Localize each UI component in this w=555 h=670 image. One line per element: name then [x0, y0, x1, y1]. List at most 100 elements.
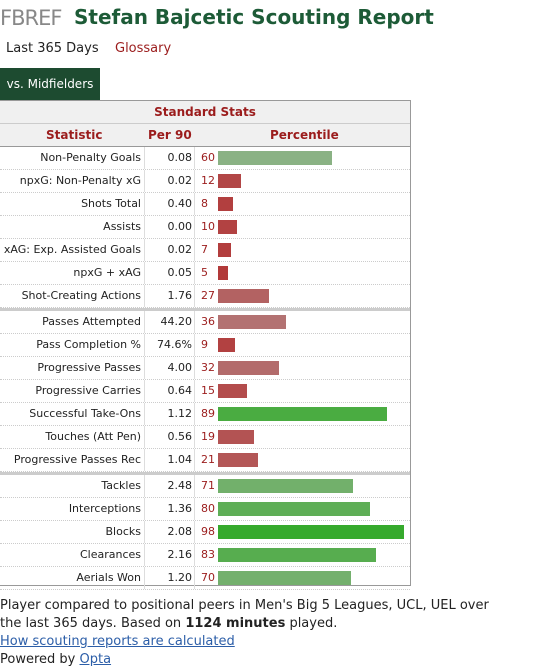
- stat-row: npxG + xAG 0.05 5: [0, 262, 410, 285]
- stat-name: Tackles: [101, 479, 141, 492]
- stat-row: xAG: Exp. Assisted Goals 0.02 7: [0, 239, 410, 262]
- stat-name: xAG: Exp. Assisted Goals: [3, 243, 141, 256]
- stat-name: Successful Take-Ons: [29, 407, 141, 420]
- stat-row: Shot-Creating Actions 1.76 27: [0, 285, 410, 308]
- percentile: 80: [194, 498, 219, 520]
- percentile-bar: [218, 289, 270, 303]
- stat-name: npxG + xAG: [73, 266, 141, 279]
- stat-name: Pass Completion %: [36, 338, 141, 351]
- percentile: 7: [194, 239, 219, 261]
- group-separator: [0, 472, 410, 475]
- percentile-bar: [218, 384, 247, 398]
- per90: 0.05: [144, 262, 192, 284]
- stat-name: Passes Attempted: [42, 315, 141, 328]
- footer: Player compared to positional peers in M…: [0, 597, 500, 669]
- stat-row: Blocks 2.08 98: [0, 521, 410, 544]
- percentile-bar: [218, 151, 332, 165]
- stat-row: npxG: Non-Penalty xG 0.02 12: [0, 170, 410, 193]
- percentile: 83: [194, 544, 219, 566]
- tab[interactable]: Glossary: [115, 41, 172, 56]
- stat-name: Shots Total: [81, 197, 141, 210]
- percentile-bar: [218, 453, 258, 467]
- per90: 0.40: [144, 193, 192, 215]
- powered: Powered by Opta: [0, 651, 500, 669]
- percentile: 60: [194, 147, 219, 169]
- note-minutes: 1124 minutes: [185, 616, 286, 631]
- percentile-bar: [218, 266, 228, 280]
- percentile: 5: [194, 262, 219, 284]
- percentile: 19: [194, 426, 219, 448]
- percentile-bar: [218, 243, 232, 257]
- per90: 0.02: [144, 170, 192, 192]
- percentile: 10: [194, 216, 219, 238]
- percentile-bar: [218, 525, 405, 539]
- stat-name: Interceptions: [68, 502, 141, 515]
- per90: 0.08: [144, 147, 192, 169]
- percentile-bar: [218, 502, 370, 516]
- per90: 1.76: [144, 285, 192, 307]
- percentile: 89: [194, 403, 219, 425]
- note-text: played.: [285, 616, 338, 631]
- logo[interactable]: FBREF: [0, 6, 62, 30]
- percentile: 15: [194, 380, 219, 402]
- stat-row: Successful Take-Ons 1.12 89: [0, 403, 410, 426]
- per90: 0.64: [144, 380, 192, 402]
- per90: 74.6%: [144, 334, 192, 356]
- per90: 2.48: [144, 475, 192, 497]
- stat-row: Progressive Carries 0.64 15: [0, 380, 410, 403]
- stat-name: Non-Penalty Goals: [40, 151, 141, 164]
- stat-name: Touches (Att Pen): [45, 430, 141, 443]
- percentile: 36: [194, 311, 219, 333]
- percentile: 12: [194, 170, 219, 192]
- stat-name: Clearances: [79, 548, 141, 561]
- percentile-bar: [218, 174, 241, 188]
- stat-name: Progressive Passes: [37, 361, 141, 374]
- stat-row: Pass Completion % 74.6% 9: [0, 334, 410, 357]
- stat-name: Aerials Won: [76, 571, 141, 584]
- stat-row: Progressive Passes Rec 1.04 21: [0, 449, 410, 472]
- percentile: 21: [194, 449, 219, 471]
- stat-name: npxG: Non-Penalty xG: [19, 174, 141, 187]
- percentile-bar: [218, 479, 353, 493]
- per90: 1.36: [144, 498, 192, 520]
- per90: 0.56: [144, 426, 192, 448]
- stat-row: Touches (Att Pen) 0.56 19: [0, 426, 410, 449]
- stat-row: Interceptions 1.36 80: [0, 498, 410, 521]
- note-text: Player compared to positional peers in M…: [0, 598, 489, 631]
- percentile: 71: [194, 475, 219, 497]
- tab[interactable]: Last 365 Days: [6, 41, 99, 56]
- percentile: 70: [194, 567, 219, 589]
- per90: 2.16: [144, 544, 192, 566]
- percentile: 8: [194, 193, 219, 215]
- percentile: 9: [194, 334, 219, 356]
- help-link[interactable]: How scouting reports are calculated: [0, 634, 235, 649]
- powered-text: Powered by: [0, 652, 80, 667]
- stat-name: Progressive Carries: [35, 384, 141, 397]
- percentile: 27: [194, 285, 219, 307]
- filter-button[interactable]: vs. Midfielders: [0, 68, 100, 100]
- percentile-bar: [218, 407, 388, 421]
- per90: 0.02: [144, 239, 192, 261]
- percentile-bar: [218, 361, 279, 375]
- percentile-bar: [218, 571, 351, 585]
- stat-name: Shot-Creating Actions: [21, 289, 141, 302]
- column-header: Per 90: [148, 128, 192, 142]
- footer-note: Player compared to positional peers in M…: [0, 597, 500, 633]
- per90: 2.08: [144, 521, 192, 543]
- page-title: Stefan Bajcetic Scouting Report: [74, 5, 434, 29]
- per90: 1.04: [144, 449, 192, 471]
- stat-row: Non-Penalty Goals 0.08 60: [0, 147, 410, 170]
- stats-table: Standard Stats Statistic Per 90 Percenti…: [0, 100, 411, 590]
- percentile: 32: [194, 357, 219, 379]
- opta-link[interactable]: Opta: [79, 652, 112, 667]
- header-row: Statistic Per 90 Percentile: [0, 124, 410, 147]
- stat-name: Assists: [103, 220, 141, 233]
- percentile-bar: [218, 548, 376, 562]
- percentile-bar: [218, 197, 234, 211]
- per90: 0.00: [144, 216, 192, 238]
- per90: 44.20: [144, 311, 192, 333]
- stat-name: Blocks: [105, 525, 141, 538]
- percentile: 98: [194, 521, 219, 543]
- group-separator: [0, 308, 410, 311]
